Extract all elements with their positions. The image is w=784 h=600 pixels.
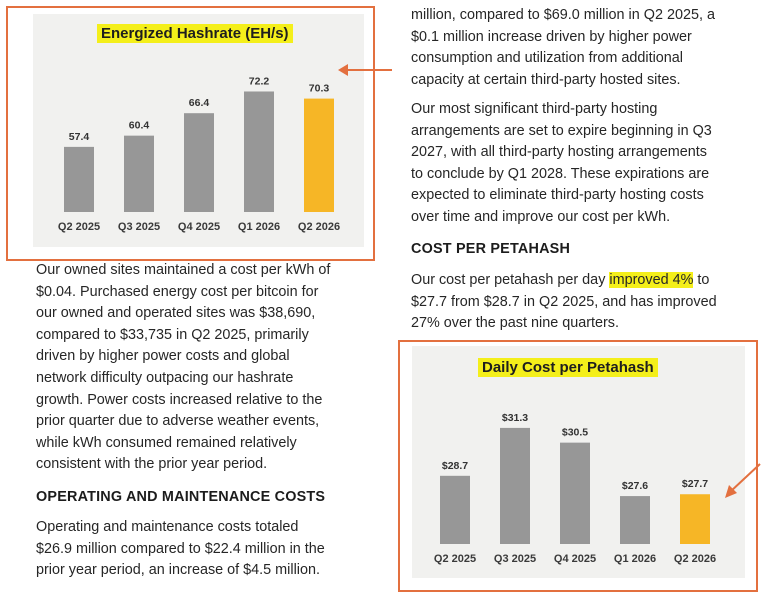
value-label: 70.3: [309, 83, 330, 95]
value-label: $28.7: [442, 460, 468, 472]
arrow-annotation-top: [338, 64, 392, 76]
value-label: 57.4: [69, 131, 90, 143]
hashrate-chart-panel: Energized Hashrate (EH/s) 57.4 Q2 2025 60.…: [33, 14, 364, 247]
value-label: $27.6: [622, 480, 648, 492]
para-cost-per-petahash: Our cost per petahash per day improved 4…: [411, 272, 717, 332]
category-label: Q4 2025: [554, 553, 596, 565]
category-label: Q1 2026: [238, 221, 280, 233]
value-label: 60.4: [129, 120, 150, 132]
para-operating-maintenance: Operating and maintenance costs totaled …: [36, 519, 325, 579]
heading-cost-per-petahash: COST PER PETAHASH: [411, 241, 571, 257]
highlight-improved: improved 4%: [609, 272, 694, 288]
cost-chart: $28.7 Q2 2025 $31.3 Q3 2025 $30.5 Q4 2025 $27.…: [434, 412, 716, 565]
hashrate-chart-title: Energized Hashrate (EH/s): [97, 24, 293, 43]
category-label: Q1 2026: [614, 553, 656, 565]
bar-q3-2025: [500, 427, 530, 544]
hashrate-chart: 57.4 Q2 2025 60.4 Q3 2025 66.4 Q4 2025 72.2 Q1 …: [58, 75, 340, 233]
para-energy-costs: Our owned sites maintained a cost per kW…: [36, 262, 331, 473]
bar-q2-2025: [64, 146, 94, 212]
bar-q1-2026: [620, 496, 650, 544]
value-label: 72.2: [249, 75, 270, 87]
bar-q4-2025: [184, 113, 214, 212]
para-hosting-arrangements: Our most significant third-party hosting…: [411, 101, 712, 225]
category-label: Q3 2025: [494, 553, 536, 565]
value-label: $31.3: [502, 412, 528, 424]
category-label: Q2 2025: [434, 553, 476, 565]
bar-q3-2025: [124, 135, 154, 212]
cost-chart-title: Daily Cost per Petahash: [478, 358, 658, 377]
category-label: Q2 2025: [58, 221, 100, 233]
category-label: Q3 2025: [118, 221, 160, 233]
arrow-annotation-bottom: [725, 463, 761, 498]
right-column-text: million, compared to $69.0 million in Q2…: [411, 5, 771, 91]
para-power-costs: million, compared to $69.0 million in Q2…: [411, 7, 715, 88]
chart-callout-box-top: [6, 6, 375, 261]
heading-operating-maintenance: OPERATING AND MAINTENANCE COSTS: [36, 489, 326, 505]
bar-q2-2026: [304, 98, 334, 212]
value-label: 66.4: [189, 97, 210, 109]
bar-q4-2025: [560, 442, 590, 544]
value-label: $27.7: [682, 478, 708, 490]
category-label: Q2 2026: [298, 221, 340, 233]
bar-q2-2025: [440, 475, 470, 544]
category-label: Q4 2025: [178, 221, 220, 233]
bar-q2-2026: [680, 494, 710, 544]
cost-chart-panel: Daily Cost per Petahash $28.7 Q2 2025 $31.…: [412, 346, 745, 578]
category-label: Q2 2026: [674, 553, 716, 565]
value-label: $30.5: [562, 427, 588, 439]
bar-q1-2026: [244, 91, 274, 212]
